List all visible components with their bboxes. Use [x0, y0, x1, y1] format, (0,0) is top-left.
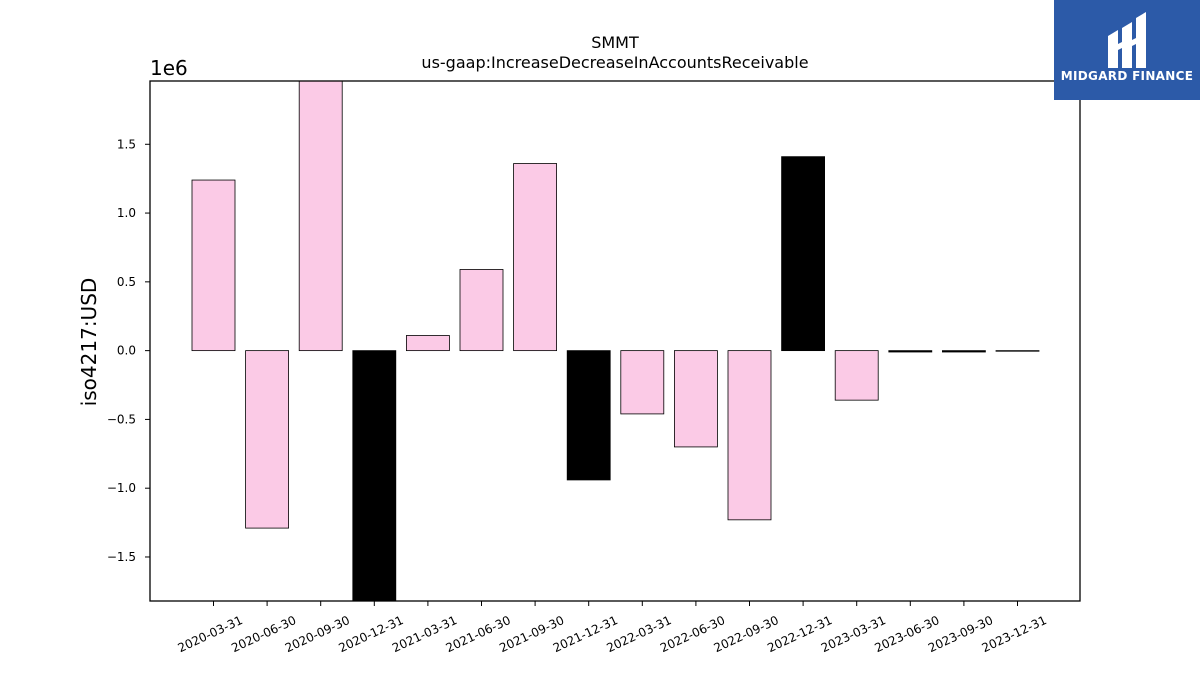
y-tick-label: 0.0: [117, 344, 136, 358]
y-tick-label: 1.5: [117, 137, 136, 151]
chart-subtitle: us-gaap:IncreaseDecreaseInAccountsReceiv…: [421, 53, 808, 72]
y-tick-label: 1.0: [117, 206, 136, 220]
bar: [191, 179, 236, 352]
bar: [245, 350, 290, 529]
logo-icon: [1108, 12, 1146, 68]
bar: [834, 350, 879, 401]
bar: [620, 350, 665, 415]
bar: [888, 350, 933, 353]
y-tick-label: −1.0: [107, 481, 136, 495]
bars-group: [191, 80, 1040, 602]
bar: [781, 156, 825, 352]
y-ticks-group: −1.5 −1.0 −0.5 0.0 0.5 1.0 1.5: [107, 137, 150, 564]
y-scale-label: 1e6: [150, 56, 188, 80]
y-tick-label: 0.5: [117, 275, 136, 289]
y-axis-label: iso4217:USD: [77, 278, 101, 407]
chart-title: SMMT: [591, 33, 639, 52]
y-tick-label: −1.5: [107, 550, 136, 564]
bar: [566, 350, 611, 481]
plot-frame: [149, 80, 1081, 602]
bar: [298, 80, 343, 352]
bar: [352, 350, 397, 602]
x-ticks-group: 2020-03-312020-06-302020-09-302020-12-31…: [176, 601, 1049, 655]
bar: [995, 350, 1040, 352]
bar: [942, 350, 986, 353]
brand-logo: MIDGARD FINANCE: [1054, 0, 1200, 100]
y-tick-label: −0.5: [107, 412, 136, 426]
bar: [513, 163, 557, 352]
bar: [405, 335, 450, 352]
bar: [727, 350, 772, 521]
brand-name: MIDGARD FINANCE: [1060, 69, 1194, 83]
bar: [459, 269, 504, 352]
bar: [674, 350, 718, 448]
